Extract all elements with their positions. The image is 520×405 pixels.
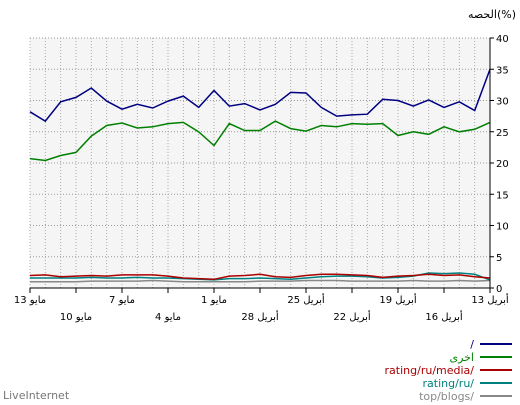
legend-label: / (470, 338, 474, 351)
legend-label: rating/ru/ (423, 377, 475, 390)
plot-background (30, 38, 490, 288)
x-tick-label: 25 أبريل (287, 293, 325, 306)
x-tick-label: 10 مايو (60, 312, 92, 323)
legend-label: اخرى (449, 351, 474, 364)
series-line-1 (29, 69, 491, 123)
y-axis-label: الحصه(%) (468, 8, 516, 21)
y-tick-label: 10 (496, 222, 509, 233)
legend: /اخرىrating/ru/media/rating/ru/top/blogs… (385, 338, 512, 403)
y-tick-labels: 0 5 10 15 20 25 30 35 40 (490, 34, 509, 295)
x-tick-label: 13 أبريل (471, 293, 509, 306)
legend-label: top/blogs/ (419, 390, 474, 403)
legend-label: rating/ru/media/ (385, 364, 475, 377)
series-line-5 (30, 279, 491, 283)
y-tick-label: 0 (496, 284, 502, 295)
y-tick-label: 40 (496, 34, 509, 45)
brand-label: LiveInternet (3, 389, 70, 402)
y-tick-label: 5 (496, 253, 502, 264)
y-tick-label: 15 (496, 190, 509, 201)
x-tick-label: 19 أبريل (379, 293, 417, 306)
series-line-3 (29, 273, 491, 281)
y-tick-label: 20 (496, 159, 509, 170)
x-tick-label: 7 مايو (109, 295, 135, 306)
series-lines (29, 69, 491, 283)
x-tick-label: 22 أبريل (333, 310, 371, 323)
x-tick-label: 1 مايو (201, 295, 227, 306)
y-tick-label: 25 (496, 128, 509, 139)
x-tick-label: 28 أبريل (241, 310, 279, 323)
y-tick-label: 30 (496, 97, 509, 108)
x-tick-labels: 13 مايو 7 مايو 1 مايو 25 أبريل 19 أبريل 13 أب… (14, 288, 509, 323)
x-tick-label: 4 مايو (155, 312, 181, 323)
y-tick-label: 35 (496, 65, 509, 76)
plot-area (30, 38, 490, 288)
x-tick-label: 13 مايو (14, 295, 46, 306)
series-line-2 (29, 120, 491, 162)
x-tick-label: 16 أبريل (425, 310, 463, 323)
